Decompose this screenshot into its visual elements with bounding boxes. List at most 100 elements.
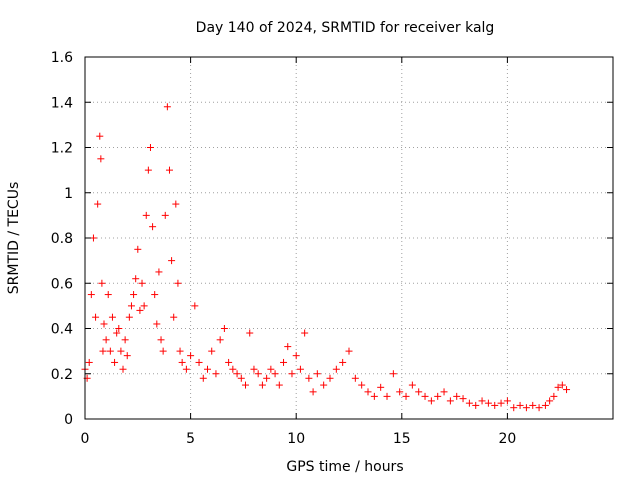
data-point [98, 279, 106, 287]
data-point [99, 347, 107, 355]
data-point [144, 166, 152, 174]
data-point [546, 397, 554, 405]
data-point [497, 399, 505, 407]
data-point [402, 392, 410, 400]
data-point [383, 392, 391, 400]
data-point [554, 383, 562, 391]
data-point [503, 397, 511, 405]
data-point [332, 365, 340, 373]
data-point [292, 352, 300, 360]
y-tick-label: 0.8 [51, 231, 73, 247]
data-point [199, 374, 207, 382]
data-point [142, 211, 150, 219]
y-tick-label: 1.4 [51, 95, 73, 111]
data-point [516, 401, 524, 409]
data-point [172, 200, 180, 208]
data-point [191, 302, 199, 310]
data-point [522, 404, 530, 412]
data-point [96, 132, 104, 140]
data-point [250, 365, 258, 373]
data-point [472, 401, 480, 409]
data-point [446, 397, 454, 405]
data-point [309, 388, 317, 396]
data-point [275, 381, 283, 389]
data-point [146, 144, 154, 151]
chart-title: Day 140 of 2024, SRMTID for receiver kal… [196, 20, 495, 36]
data-point [267, 365, 275, 373]
y-tick-label: 0 [64, 412, 73, 428]
data-point [484, 399, 492, 407]
data-point [510, 404, 518, 412]
data-point [178, 358, 186, 366]
data-point [125, 313, 133, 321]
data-point [151, 291, 159, 299]
data-point [434, 392, 442, 400]
data-point [100, 320, 108, 328]
data-point [170, 313, 178, 321]
data-point [94, 200, 102, 208]
data-point [115, 325, 123, 332]
data-point [280, 358, 288, 366]
data-point [136, 306, 144, 314]
data-point [535, 404, 543, 412]
data-point [119, 365, 127, 373]
x-tick-label: 0 [81, 431, 90, 447]
data-point [258, 381, 266, 389]
data-point [216, 336, 224, 344]
data-point [364, 388, 372, 396]
data-point [159, 347, 167, 355]
data-point [106, 347, 114, 355]
data-point [491, 401, 499, 409]
y-axis-label: SRMTID / TECUs [6, 182, 22, 295]
y-tick-labels: 0 0.2 0.4 0.6 0.8 1 1.2 1.4 1.6 [51, 50, 73, 428]
data-point [427, 397, 435, 405]
y-tick-label: 0.4 [51, 322, 73, 338]
data-point [117, 347, 125, 355]
data-points [81, 103, 571, 412]
data-point [229, 365, 237, 373]
data-point [163, 103, 171, 111]
data-point [377, 383, 385, 391]
data-point [225, 358, 233, 366]
data-point [389, 370, 397, 378]
data-point [134, 245, 142, 253]
x-tick-label: 5 [186, 431, 195, 447]
data-point [121, 336, 129, 344]
data-point [301, 329, 309, 337]
data-point [465, 399, 473, 407]
data-point [237, 374, 245, 382]
data-point [529, 401, 537, 409]
data-point [284, 343, 292, 351]
data-point [370, 392, 378, 400]
data-point [174, 279, 182, 287]
axis-ticks [84, 56, 613, 420]
x-tick-labels: 0 5 10 15 20 [81, 431, 517, 447]
y-tick-label: 1 [64, 186, 73, 202]
data-point [351, 374, 359, 382]
data-point [92, 313, 100, 321]
data-point [195, 358, 203, 366]
data-point [313, 370, 321, 378]
grid-lines [85, 57, 613, 419]
data-point [85, 358, 93, 366]
x-axis-label: GPS time / hours [286, 459, 403, 475]
data-point [153, 320, 161, 328]
data-point [161, 211, 169, 219]
data-point [155, 268, 163, 276]
data-point [157, 336, 165, 344]
data-point [102, 336, 110, 344]
data-point [97, 155, 105, 163]
y-tick-label: 1.6 [51, 50, 73, 66]
x-tick-label: 10 [287, 431, 305, 447]
data-point [459, 395, 467, 403]
data-point [246, 329, 254, 337]
data-point [254, 370, 262, 378]
data-point [176, 347, 184, 355]
data-point [104, 291, 112, 299]
data-point [558, 381, 566, 389]
data-point [140, 302, 148, 310]
data-point [182, 365, 190, 373]
data-point [453, 392, 461, 400]
data-point [130, 291, 138, 299]
data-point [478, 397, 486, 405]
